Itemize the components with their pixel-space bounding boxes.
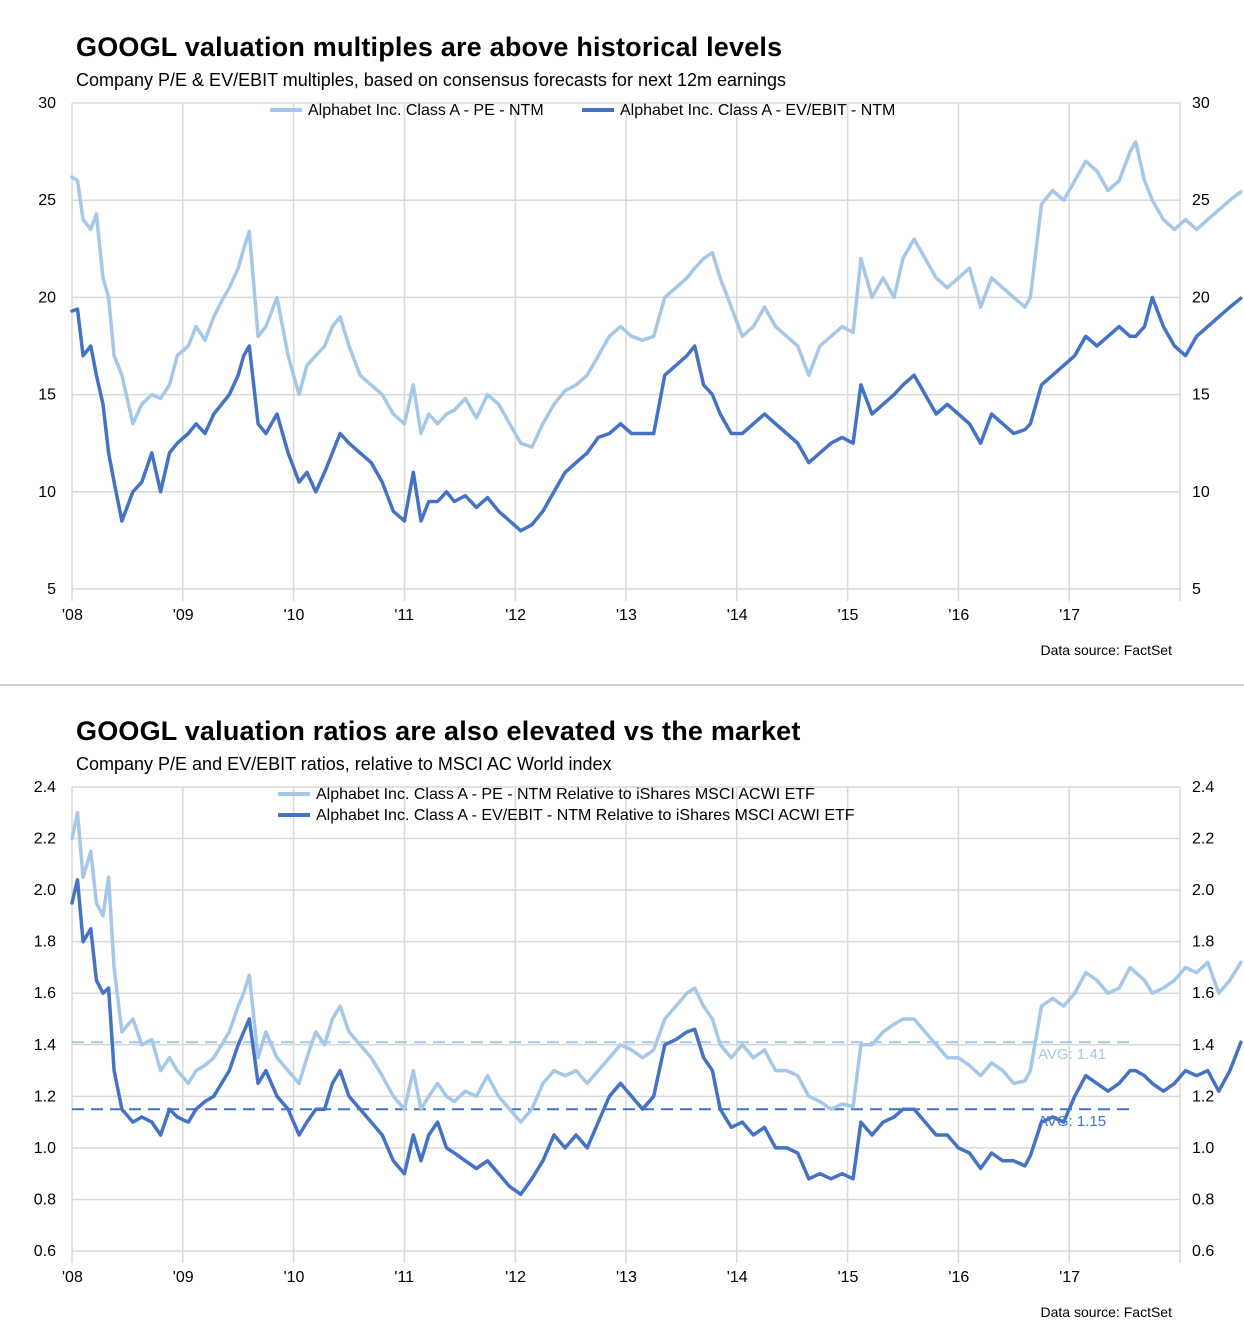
x-tick-label: '12	[505, 607, 526, 624]
y-tick-label-left: 30	[38, 95, 56, 112]
y-tick-label-left: 1.4	[34, 1037, 56, 1054]
y-tick-label-left: 20	[38, 289, 56, 306]
x-tick-label: '16	[948, 1269, 969, 1286]
y-tick-label-left: 10	[38, 484, 56, 501]
series-line	[70, 878, 1243, 1197]
chart-title: GOOGL valuation multiples are above hist…	[76, 32, 783, 62]
x-tick-label: '14	[727, 607, 748, 624]
data-source: Data source: FactSet	[1040, 1304, 1172, 1320]
y-tick-label-left: 15	[38, 387, 56, 404]
series-line	[70, 295, 1243, 533]
y-tick-label-right: 1.2	[1192, 1088, 1214, 1105]
x-tick-label: '10	[284, 1269, 305, 1286]
y-tick-label-right: 1.6	[1192, 985, 1214, 1002]
x-tick-label: '12	[505, 1269, 526, 1286]
x-tick-label: '13	[616, 1269, 637, 1286]
series-line	[70, 811, 1243, 1124]
y-tick-label-left: 1.0	[34, 1140, 56, 1157]
y-tick-label-right: 20	[1192, 289, 1210, 306]
y-tick-label-left: 0.6	[34, 1243, 56, 1260]
x-tick-label: '13	[616, 607, 637, 624]
x-tick-label: '16	[948, 607, 969, 624]
x-tick-label: '11	[394, 607, 414, 624]
y-tick-label-right: 1.8	[1192, 934, 1214, 951]
panel-divider	[0, 684, 1244, 686]
y-tick-label-left: 5	[47, 581, 56, 598]
y-tick-label-right: 10	[1192, 484, 1210, 501]
average-label: AVG: 1.15	[1038, 1113, 1106, 1130]
y-tick-label-right: 1.0	[1192, 1140, 1214, 1157]
y-tick-label-right: 1.4	[1192, 1037, 1214, 1054]
chart-subtitle: Company P/E and EV/EBIT ratios, relative…	[76, 754, 612, 774]
legend-label: Alphabet Inc. Class A - PE - NTM	[308, 102, 544, 119]
y-tick-label-right: 2.0	[1192, 882, 1214, 899]
y-tick-label-left: 1.8	[34, 934, 56, 951]
legend-label: Alphabet Inc. Class A - EV/EBIT - NTM	[620, 102, 895, 119]
series-line	[70, 140, 1243, 449]
y-tick-label-left: 25	[38, 192, 56, 209]
legend-label: Alphabet Inc. Class A - EV/EBIT - NTM Re…	[316, 807, 855, 824]
y-tick-label-right: 2.4	[1192, 779, 1214, 796]
data-source: Data source: FactSet	[1040, 642, 1172, 658]
x-tick-label: '09	[173, 607, 194, 624]
chart-panel-multiples: GOOGL valuation multiples are above hist…	[38, 32, 1243, 658]
chart-subtitle: Company P/E & EV/EBIT multiples, based o…	[76, 70, 787, 90]
chart-panel-relative: GOOGL valuation ratios are also elevated…	[0, 686, 1244, 1342]
relative-chart: 0.6 0.6 0.8 0.8 1.0 1.0 1.2 1.2 1.4 1.4 1.6 1.6 1.8 1…	[34, 779, 1243, 1286]
y-tick-label-left: 0.8	[34, 1191, 56, 1208]
x-tick-label: '17	[1059, 1269, 1080, 1286]
x-tick-label: '09	[173, 1269, 194, 1286]
y-tick-label-right: 0.8	[1192, 1191, 1214, 1208]
y-tick-label-left: 2.4	[34, 779, 56, 796]
multiples-chart: 5 5 10 10 15 15 20 20 25 25 30 30 '08 '09 '10 '11 '12 '13…	[38, 95, 1243, 624]
x-tick-label: '10	[284, 607, 305, 624]
y-tick-label-right: 25	[1192, 192, 1210, 209]
x-tick-label: '08	[62, 1269, 83, 1286]
x-tick-label: '15	[838, 1269, 859, 1286]
legend-label: Alphabet Inc. Class A - PE - NTM Relativ…	[316, 786, 815, 803]
y-tick-label-right: 0.6	[1192, 1243, 1214, 1260]
y-tick-label-left: 2.0	[34, 882, 56, 899]
y-tick-label-right: 15	[1192, 387, 1210, 404]
y-tick-label-right: 5	[1192, 581, 1201, 598]
y-tick-label-left: 1.6	[34, 985, 56, 1002]
y-tick-label-right: 2.2	[1192, 831, 1214, 848]
y-tick-label-left: 2.2	[34, 831, 56, 848]
x-tick-label: '08	[62, 607, 83, 624]
x-tick-label: '14	[727, 1269, 748, 1286]
chart-title: GOOGL valuation ratios are also elevated…	[76, 716, 801, 746]
x-tick-label: '11	[394, 1269, 414, 1286]
average-label: AVG: 1.41	[1038, 1046, 1106, 1063]
y-tick-label-right: 30	[1192, 95, 1210, 112]
x-tick-label: '15	[838, 607, 859, 624]
x-tick-label: '17	[1059, 607, 1080, 624]
y-tick-label-left: 1.2	[34, 1088, 56, 1105]
